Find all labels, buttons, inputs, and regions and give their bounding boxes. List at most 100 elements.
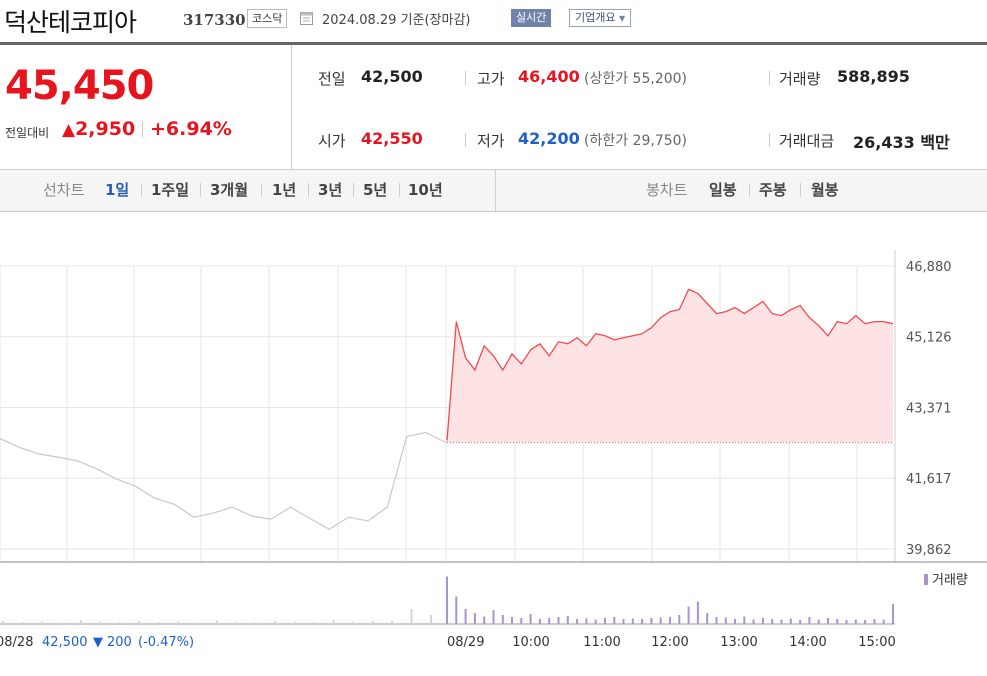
volume-bar (882, 619, 885, 624)
stock-header (0, 0, 987, 42)
tab-1week[interactable]: 1주일 (151, 181, 190, 199)
volume-bar (761, 618, 764, 624)
stock-code: 317330 (183, 11, 246, 29)
volume-bar (836, 619, 839, 624)
volume-bar (854, 619, 857, 624)
prev-day-date: 08/28 (0, 635, 33, 650)
volume-bar (771, 619, 774, 624)
tab-monthly-candle[interactable]: 월봉 (811, 181, 839, 199)
tab-5years[interactable]: 5년 (363, 181, 388, 199)
divider (465, 71, 466, 85)
price-chart: 46,880 45,126 43,371 41,617 39,862 거래량 10:00… (0, 250, 987, 650)
volume-bar (60, 622, 63, 624)
stock-name: 덕산테코피아 (4, 8, 137, 37)
volume-bar (483, 616, 486, 624)
volume-bar (715, 617, 718, 624)
amount-unit: 백만 (920, 133, 950, 152)
volume-bar (313, 622, 316, 624)
volume-bar (594, 619, 597, 624)
y-tick-label: 41,617 (906, 472, 952, 487)
today-price-line (446, 288, 894, 441)
volume-bar (585, 618, 588, 624)
volume-bar (529, 614, 532, 624)
volume-bar (752, 619, 755, 624)
volume-bar (724, 617, 727, 624)
upper-limit: (상한가 55,200) (584, 71, 688, 87)
tab-weekly-candle[interactable]: 주봉 (759, 181, 787, 199)
tab-10years[interactable]: 10년 (408, 181, 443, 199)
volume-bar (473, 613, 476, 624)
volume-bar (557, 617, 560, 624)
volume-bar (511, 617, 513, 624)
volume-bar (669, 617, 671, 624)
high-value: 46,400 (518, 67, 580, 86)
divider (141, 183, 142, 197)
divider (261, 183, 262, 197)
amount-label: 거래대금 (779, 132, 835, 150)
caret-down-icon: ▼ (618, 14, 626, 23)
tab-3years[interactable]: 3년 (318, 181, 343, 199)
prev-close-label: 전일 (318, 70, 346, 88)
y-tick-label: 43,371 (906, 402, 952, 417)
volume-bar (873, 619, 876, 624)
volume-bar (780, 619, 783, 624)
change-amount: 2,950 (75, 118, 136, 140)
realtime-button[interactable]: 실시간 (511, 9, 552, 27)
tab-3months[interactable]: 3개월 (210, 181, 249, 199)
amount-number: 26,433 (853, 133, 915, 152)
x-tick-label: 10:00 (512, 635, 549, 650)
volume-bar (118, 622, 121, 624)
low-label: 저가 (477, 132, 505, 150)
prev-day-close: 42,500 (42, 635, 88, 650)
volume-bar (21, 622, 24, 624)
volume-bar (892, 604, 894, 624)
volume-bar (430, 615, 432, 624)
volume-bar (274, 621, 277, 624)
divider (399, 183, 400, 197)
volume-bar (789, 618, 792, 624)
volume-bar (352, 621, 355, 624)
tab-1day[interactable]: 1일 (105, 181, 130, 199)
divider (800, 183, 801, 197)
tab-group-divider (495, 170, 496, 211)
volume-bar (734, 619, 736, 624)
line-chart-label: 선차트 (43, 181, 85, 199)
volume-bar (631, 618, 634, 624)
tab-1year[interactable]: 1년 (272, 181, 297, 199)
amount-value: 26,433 백만 (853, 129, 950, 153)
chart-grid (0, 250, 896, 562)
high-label: 고가 (477, 70, 505, 88)
volume-bar (391, 620, 394, 624)
today-date: 08/29 (447, 635, 484, 650)
company-overview-dropdown[interactable]: 기업개요 ▼ (569, 9, 632, 27)
volume-bar (293, 621, 296, 624)
volume-bar (864, 620, 867, 624)
volume-bar (371, 621, 374, 624)
volume-bar (196, 622, 199, 624)
volume-bar (235, 621, 238, 624)
change-value: ▲2,950 (62, 118, 135, 140)
divider (200, 183, 201, 197)
tab-daily-candle[interactable]: 일봉 (709, 181, 737, 199)
volume-bar (79, 620, 82, 624)
company-overview-label: 기업개요 (575, 11, 616, 24)
change-percent: +6.94% (150, 118, 232, 140)
down-triangle-icon: ▼ (93, 635, 103, 650)
volume-bar (548, 618, 551, 624)
divider (465, 133, 466, 147)
volume-bar (743, 616, 746, 624)
volume-label: 거래량 (779, 70, 821, 88)
volume-bar (817, 619, 820, 624)
x-axis-ticks: 10:00 11:00 12:00 13:00 14:00 15:00 (512, 635, 895, 650)
volume-bar (40, 621, 43, 624)
volume-bar (2, 621, 4, 624)
lower-limit: (하한가 29,750) (584, 133, 688, 149)
volume-bar (538, 619, 541, 624)
volume-bar (254, 622, 257, 624)
change-label: 전일대비 (5, 126, 50, 140)
divider (749, 183, 750, 197)
date-basis: 2024.08.29 기준(장마감) (322, 13, 471, 28)
prev-day-change-pct: (-0.47%) (138, 635, 194, 650)
volume-bar (501, 615, 504, 624)
prev-day-change: 200 (107, 635, 132, 650)
